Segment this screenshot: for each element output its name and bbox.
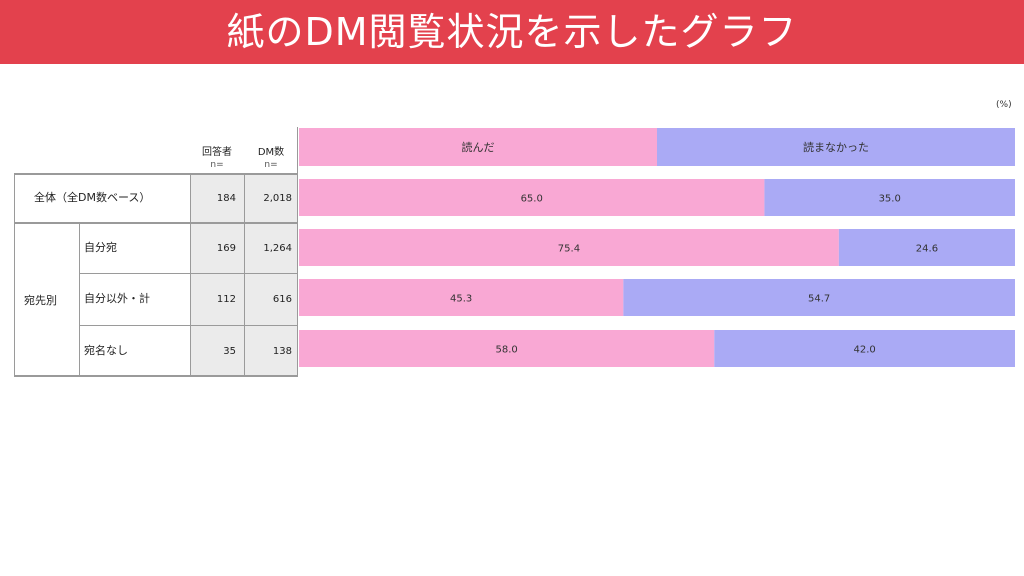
dm-count-header-label: DM数: [257, 147, 285, 158]
row-label-no-address: 宛名なし: [84, 344, 128, 357]
respondents-value: 184: [216, 193, 236, 204]
respondents-n-label: n=: [210, 160, 224, 170]
header-banner: 紙のDM閲覧状況を示したグラフ: [0, 0, 1024, 64]
bar-read: [299, 229, 839, 266]
bar-data-label: 65.0: [521, 194, 543, 205]
bar-not-read: [714, 330, 1015, 367]
respondents-column-border: [190, 173, 191, 377]
table-left-border: [14, 173, 15, 377]
table-bottom-border: [14, 375, 298, 377]
group-divider-vertical: [79, 223, 80, 376]
chart-left-border: [297, 127, 298, 377]
group-label-by-address: 宛先別: [24, 294, 57, 307]
respondents-value: 112: [216, 294, 236, 305]
bar-data-label: 35.0: [879, 194, 901, 205]
dm-count-n-label: n=: [264, 160, 278, 170]
dm-count-value: 1,264: [263, 243, 292, 254]
row-divider-line: [79, 325, 298, 326]
page-title: 紙のDM閲覧状況を示したグラフ: [226, 10, 798, 54]
row-label-self: 自分宛: [84, 241, 117, 254]
row-label-others-total: 自分以外・計: [84, 292, 150, 305]
bar-read: [299, 279, 624, 316]
legend-label-not-read: 読まなかった: [803, 140, 869, 154]
respondents-header-label: 回答者: [202, 147, 232, 158]
respondents-column-header: 回答者 n=: [192, 146, 242, 172]
bar-not-read: [838, 229, 1015, 266]
row-label-total: 全体（全DM数ベース）: [34, 191, 151, 204]
bar-data-label: 75.4: [558, 244, 580, 255]
respondents-column-shade: [190, 174, 244, 376]
dm-count-value: 2,018: [263, 193, 292, 204]
bar-data-label: 58.0: [496, 345, 518, 356]
dm-count-column-border: [244, 173, 245, 377]
table-top-border: [14, 173, 298, 175]
dm-count-value: 616: [272, 294, 292, 305]
respondents-value: 169: [216, 243, 236, 254]
bar-data-label: 42.0: [854, 345, 876, 356]
bar-not-read: [764, 179, 1015, 216]
bar-not-read: [623, 279, 1015, 316]
bar-read: [299, 179, 765, 216]
legend-label-read: 読んだ: [462, 140, 495, 154]
bar-data-label: 24.6: [916, 244, 938, 255]
dm-count-column-shade: [244, 174, 298, 376]
bar-read: [299, 330, 715, 367]
unit-label: (%): [996, 100, 1012, 110]
bar-data-label: 54.7: [808, 294, 830, 305]
row-divider-line: [79, 273, 298, 274]
bar-data-label: 45.3: [450, 294, 472, 305]
legend-swatch-read: [299, 128, 657, 166]
dm-count-value: 138: [272, 346, 292, 357]
respondents-value: 35: [223, 346, 236, 357]
legend-swatch-not-read: [657, 128, 1015, 166]
dm-count-column-header: DM数 n=: [246, 146, 296, 172]
table-separator-line: [14, 222, 298, 224]
